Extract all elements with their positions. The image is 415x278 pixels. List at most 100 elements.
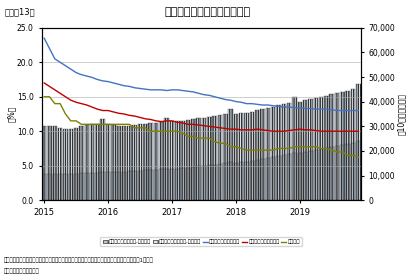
Bar xyxy=(127,126,132,200)
Bar xyxy=(58,174,62,200)
Bar xyxy=(74,128,78,200)
Bar xyxy=(159,122,164,200)
Bar xyxy=(154,170,158,200)
Bar xyxy=(351,89,355,200)
Bar xyxy=(175,121,180,200)
Bar xyxy=(239,113,244,200)
Bar xyxy=(196,166,201,200)
Bar xyxy=(175,169,180,200)
Bar xyxy=(149,123,153,200)
Bar xyxy=(260,109,265,200)
Bar xyxy=(181,121,185,200)
Legend: 貸出残高（個人向け,右目盛）, 貸出残高（企業向け,右目盛）, 貸出金利（個人向け）, 貸出金利（企業向け）, 政策金利: 貸出残高（個人向け,右目盛）, 貸出残高（企業向け,右目盛）, 貸出金利（個人向… xyxy=(100,237,302,247)
Bar xyxy=(287,154,291,200)
Bar xyxy=(122,172,126,200)
Bar xyxy=(100,172,105,200)
Bar xyxy=(95,124,100,200)
Bar xyxy=(340,145,345,200)
Bar xyxy=(127,171,132,200)
Bar xyxy=(356,85,361,200)
Bar xyxy=(170,169,174,200)
Bar xyxy=(138,124,142,200)
Bar xyxy=(63,174,68,200)
Bar xyxy=(85,125,89,200)
Bar xyxy=(345,91,350,200)
Bar xyxy=(330,147,334,200)
Bar xyxy=(266,158,270,200)
Bar xyxy=(196,118,201,200)
Bar xyxy=(53,174,57,200)
Bar xyxy=(292,97,297,200)
Bar xyxy=(58,128,62,200)
Bar xyxy=(207,165,212,200)
Bar xyxy=(111,172,116,200)
Bar xyxy=(68,129,73,200)
Bar xyxy=(79,173,84,200)
Bar xyxy=(335,93,339,200)
Bar xyxy=(143,170,148,200)
Bar xyxy=(159,169,164,200)
Bar xyxy=(132,171,137,200)
Bar xyxy=(244,113,249,200)
Bar xyxy=(90,173,94,200)
Y-axis label: （%）: （%） xyxy=(7,106,16,122)
Bar xyxy=(143,124,148,200)
Bar xyxy=(122,126,126,200)
Bar xyxy=(340,92,345,200)
Bar xyxy=(85,173,89,200)
Bar xyxy=(276,105,281,200)
Text: 銀行貸出金利および貸出残高: 銀行貸出金利および貸出残高 xyxy=(164,7,251,17)
Bar xyxy=(313,98,318,200)
Bar xyxy=(356,141,361,200)
Bar xyxy=(228,109,233,200)
Bar xyxy=(100,119,105,200)
Bar xyxy=(330,94,334,200)
Bar xyxy=(138,171,142,200)
Bar xyxy=(154,123,158,200)
Bar xyxy=(308,99,313,200)
Bar xyxy=(308,152,313,200)
Y-axis label: （10億ルーブル）: （10億ルーブル） xyxy=(397,93,406,135)
Bar xyxy=(42,173,46,200)
Bar xyxy=(212,165,217,200)
Bar xyxy=(186,168,190,200)
Bar xyxy=(207,117,212,200)
Bar xyxy=(249,111,254,200)
Bar xyxy=(217,164,222,200)
Bar xyxy=(95,173,100,200)
Bar xyxy=(68,174,73,200)
Bar xyxy=(164,169,169,200)
Bar xyxy=(106,172,110,200)
Bar xyxy=(255,160,259,200)
Bar xyxy=(149,170,153,200)
Bar xyxy=(292,153,297,200)
Bar xyxy=(319,97,323,200)
Bar xyxy=(132,125,137,200)
Bar xyxy=(298,153,302,200)
Bar xyxy=(111,125,116,200)
Bar xyxy=(249,160,254,200)
Bar xyxy=(234,163,238,200)
Bar xyxy=(228,162,233,200)
Bar xyxy=(186,120,190,200)
Bar xyxy=(303,152,308,200)
Bar xyxy=(276,156,281,200)
Bar xyxy=(319,149,323,200)
Bar xyxy=(335,146,339,200)
Bar xyxy=(223,163,227,200)
Bar xyxy=(79,126,84,200)
Bar xyxy=(281,155,286,200)
Bar xyxy=(324,96,329,200)
Bar xyxy=(191,167,195,200)
Text: （図表13）: （図表13） xyxy=(4,7,35,16)
Bar xyxy=(106,124,110,200)
Bar xyxy=(53,126,57,200)
Bar xyxy=(217,115,222,200)
Bar xyxy=(63,129,68,200)
Bar xyxy=(234,114,238,200)
Bar xyxy=(313,150,318,200)
Bar xyxy=(303,100,308,200)
Bar xyxy=(212,116,217,200)
Text: （注意）貸出金利、残高ともにルーブル建。企業向けは金融機関を除く民間企業。貸出金利は1年超。: （注意）貸出金利、残高ともにルーブル建。企業向けは金融機関を除く民間企業。貸出金… xyxy=(4,257,154,263)
Bar xyxy=(287,103,291,200)
